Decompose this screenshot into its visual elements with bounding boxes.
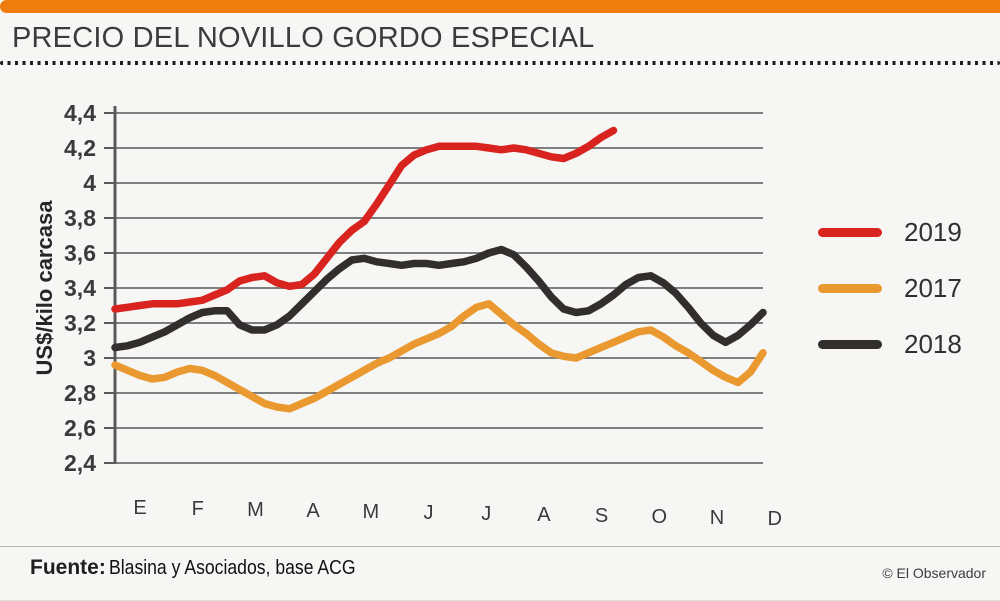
x-tick-label: J <box>481 503 491 525</box>
x-tick-label: O <box>652 506 668 528</box>
y-tick-label: 4 <box>83 170 96 196</box>
x-tick-label: N <box>710 507 724 529</box>
legend-item-2019: 2019 <box>818 216 962 247</box>
y-tick-label: 3,8 <box>64 205 96 231</box>
legend-label-2017: 2017 <box>904 272 962 303</box>
x-tick-label: S <box>595 505 608 527</box>
page-title: PRECIO DEL NOVILLO GORDO ESPECIAL <box>12 22 595 54</box>
series-line-2018 <box>111 245 767 352</box>
series-line-2017 <box>111 300 767 413</box>
y-tick-label: 4,2 <box>64 135 96 161</box>
y-tick-label: 2,6 <box>64 415 96 441</box>
source-value: Blasina y Asociados, base ACG <box>108 557 356 579</box>
source-line: Fuente: Blasina y Asociados, base ACG <box>30 556 389 580</box>
chart-legend: 2019 2017 2018 <box>818 216 962 387</box>
legend-item-2018: 2018 <box>818 328 962 359</box>
x-tick-label: M <box>247 499 264 521</box>
x-tick-label: M <box>362 501 379 523</box>
legend-swatch-2018 <box>818 339 882 349</box>
legend-swatch-2019 <box>818 227 882 237</box>
legend-label-2019: 2019 <box>904 216 962 247</box>
y-tick-label: 2,4 <box>64 450 96 476</box>
source-label: Fuente: <box>30 556 106 579</box>
series-line-2019 <box>111 126 618 313</box>
x-tick-label: D <box>767 508 781 530</box>
legend-item-2017: 2017 <box>818 272 962 303</box>
y-tick-label: 4,4 <box>64 100 96 126</box>
y-tick-label: 3,2 <box>64 310 96 336</box>
y-tick-label: 3,4 <box>64 275 96 301</box>
x-tick-label: A <box>537 504 551 526</box>
y-tick-label: 2,8 <box>64 380 96 406</box>
x-tick-label: E <box>133 497 146 519</box>
legend-swatch-2017 <box>818 283 882 293</box>
x-tick-label: F <box>192 498 204 520</box>
x-tick-label: A <box>306 500 320 522</box>
accent-bar <box>0 0 1000 13</box>
dotted-divider <box>0 61 1000 65</box>
y-tick-label: 3,6 <box>64 240 96 266</box>
x-tick-label: J <box>424 502 434 524</box>
y-tick-label: 3 <box>83 345 96 371</box>
legend-label-2018: 2018 <box>904 328 962 359</box>
footer-divider <box>0 546 1000 547</box>
credit-text: © El Observador <box>882 565 986 581</box>
